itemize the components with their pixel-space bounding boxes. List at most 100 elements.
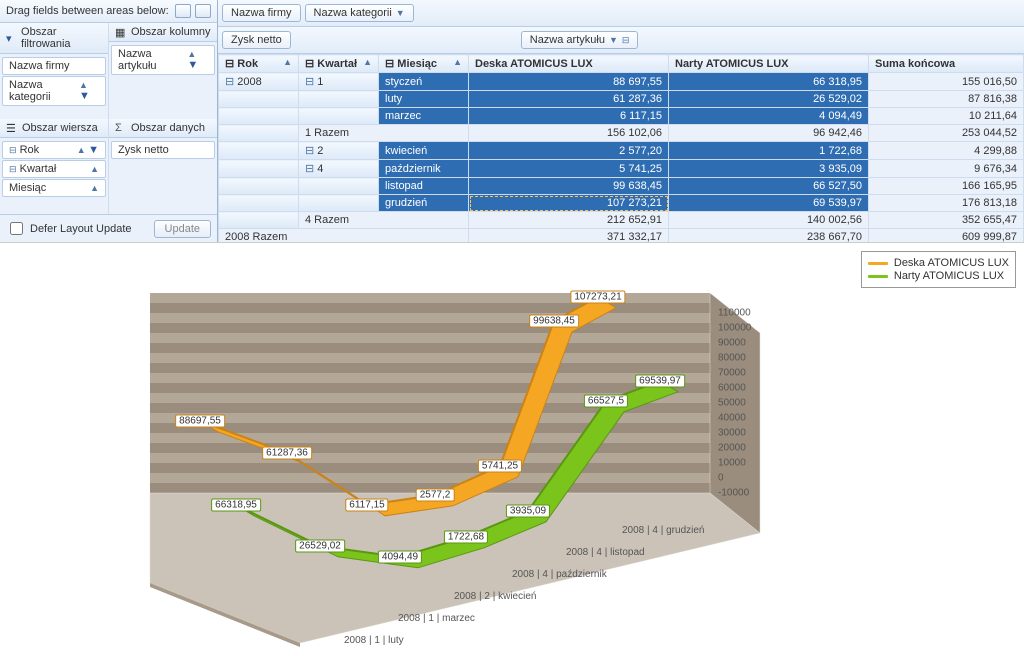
pivot-cell[interactable]: 61 287,36 [469, 91, 669, 108]
pivot-row[interactable]: 2008 Razem371 332,17238 667,70609 999,87 [219, 229, 1024, 243]
data-point-label: 26529,02 [295, 540, 345, 553]
pivot-grid[interactable]: ⊟ Rok ▲⊟ Kwartał ▲⊟ Miesiąc ▲Deska ATOMI… [218, 54, 1024, 242]
row-field-header[interactable]: ⊟ Miesiąc ▲ [379, 55, 469, 73]
data-area[interactable]: Σ Obszar danych Zysk netto [109, 119, 217, 215]
column-header[interactable]: Suma końcowa [869, 55, 1024, 73]
field-pill[interactable]: ⊟ Rok▲ ▼ [2, 141, 106, 159]
pivot-row[interactable]: listopad99 638,4566 527,50166 165,95 [219, 178, 1024, 195]
pivot-cell[interactable]: 66 527,50 [669, 178, 869, 195]
data-area-title: Obszar danych [131, 122, 205, 134]
y-tick: 100000 [718, 323, 751, 334]
pivot-row[interactable]: luty61 287,3626 529,0287 816,38 [219, 91, 1024, 108]
column-header[interactable]: Narty ATOMICUS LUX [669, 55, 869, 73]
pivot-cell[interactable]: 155 016,50 [869, 73, 1024, 91]
layout-stacked-icon[interactable] [175, 4, 191, 18]
columns-area-title: Obszar kolumny [131, 26, 210, 38]
columns-icon: ▦ [115, 26, 127, 38]
column-chip[interactable]: Nazwa artykułu ▼ ⊟ [521, 31, 639, 49]
pivot-cell[interactable]: 238 667,70 [669, 229, 869, 243]
update-button[interactable]: Update [154, 220, 211, 238]
pivot-cell[interactable]: 87 816,38 [869, 91, 1024, 108]
row-field-header[interactable]: ⊟ Kwartał ▲ [299, 55, 379, 73]
field-pill[interactable]: Nazwa artykułu▲ ▼ [111, 45, 215, 75]
pivot-cell[interactable]: 4 094,49 [669, 108, 869, 125]
pivot-cell[interactable]: 4 299,88 [869, 142, 1024, 160]
pivot-cell[interactable]: 99 638,45 [469, 178, 669, 195]
sort-icon: ▲ [90, 183, 99, 193]
field-pill[interactable]: Nazwa kategorii▲ ▼ [2, 76, 106, 106]
filter-bar: Nazwa firmy Nazwa kategorii ▼ [218, 0, 1024, 27]
defer-checkbox-label[interactable]: Defer Layout Update [6, 219, 132, 238]
sidebar-header: Drag fields between areas below: [0, 0, 217, 23]
pivot-row[interactable]: ⊟4październik5 741,253 935,099 676,34 [219, 160, 1024, 178]
filter-icon: ▼ [396, 8, 405, 18]
pivot-cell[interactable]: 609 999,87 [869, 229, 1024, 243]
pivot-row[interactable]: marzec6 117,154 094,4910 211,64 [219, 108, 1024, 125]
field-pill[interactable]: Nazwa firmy [2, 57, 106, 75]
pivot-cell[interactable]: 352 655,47 [869, 212, 1024, 229]
data-point-label: 5741,25 [478, 460, 522, 473]
chip-label: Nazwa kategorii [314, 7, 392, 19]
pivot-cell[interactable]: 3 935,09 [669, 160, 869, 178]
data-chip[interactable]: Zysk netto [222, 31, 291, 49]
pivot-cell[interactable]: 156 102,06 [469, 125, 669, 142]
pivot-cell[interactable]: 9 676,34 [869, 160, 1024, 178]
sort-icon: ▲ ▼ [187, 49, 208, 71]
pivot-cell[interactable]: 212 652,91 [469, 212, 669, 229]
pivot-cell[interactable]: 96 942,46 [669, 125, 869, 142]
pivot-cell[interactable]: 88 697,55 [469, 73, 669, 91]
filter-chip[interactable]: Nazwa kategorii ▼ [305, 4, 414, 22]
pivot-cell[interactable]: 371 332,17 [469, 229, 669, 243]
rows-area[interactable]: ☰Obszar wiersza ⊟ Rok▲ ▼⊟ Kwartał▲Miesią… [0, 119, 109, 215]
sigma-icon: Σ [115, 122, 127, 134]
pivot-cell[interactable]: 2 577,20 [469, 142, 669, 160]
layout-grid-icon[interactable] [195, 4, 211, 18]
data-point-label: 88697,55 [175, 415, 225, 428]
pivot-cell[interactable]: 6 117,15 [469, 108, 669, 125]
y-tick: 110000 [718, 308, 751, 319]
field-pill[interactable]: ⊟ Kwartał▲ [2, 160, 106, 178]
pivot-row[interactable]: 4 Razem212 652,91140 002,56352 655,47 [219, 212, 1024, 229]
pivot-row[interactable]: ⊟2kwiecień2 577,201 722,684 299,88 [219, 142, 1024, 160]
x-category-label: 2008 | 4 | listopad [566, 547, 645, 558]
pivot-cell[interactable]: 176 813,18 [869, 195, 1024, 212]
columns-area[interactable]: ▦ Obszar kolumny Nazwa artykułu▲ ▼ [109, 23, 217, 119]
pivot-cell[interactable]: 10 211,64 [869, 108, 1024, 125]
pivot-cell[interactable]: 26 529,02 [669, 91, 869, 108]
chart-area: Deska ATOMICUS LUXNarty ATOMICUS LUX 110… [0, 243, 1024, 656]
pivot-cell[interactable]: 140 002,56 [669, 212, 869, 229]
y-tick: 10000 [718, 458, 746, 469]
filter-area[interactable]: ▾Obszar filtrowania Nazwa firmyNazwa kat… [0, 23, 109, 119]
expand-icon: ⊟ [9, 164, 17, 174]
data-point-label: 3935,09 [506, 505, 550, 518]
pivot-cell[interactable]: 1 722,68 [669, 142, 869, 160]
pivot-cell[interactable]: 66 318,95 [669, 73, 869, 91]
y-tick: 60000 [718, 383, 746, 394]
data-chip-label: Zysk netto [231, 34, 282, 46]
top-pane: Drag fields between areas below: ▾Obszar… [0, 0, 1024, 243]
data-point-label: 2577,2 [416, 489, 455, 502]
defer-text: Defer Layout Update [30, 223, 132, 235]
defer-checkbox[interactable] [10, 222, 23, 235]
field-pill[interactable]: Miesiąc▲ [2, 179, 106, 197]
column-chip-label: Nazwa artykułu [530, 34, 605, 46]
x-category-label: 2008 | 1 | marzec [398, 613, 475, 624]
chip-label: Nazwa firmy [231, 7, 292, 19]
pivot-cell[interactable]: 253 044,52 [869, 125, 1024, 142]
filter-chip[interactable]: Nazwa firmy [222, 4, 301, 22]
column-header[interactable]: Deska ATOMICUS LUX [469, 55, 669, 73]
pivot-panel: Nazwa firmy Nazwa kategorii ▼ Zysk netto N… [218, 0, 1024, 242]
row-field-header[interactable]: ⊟ Rok ▲ [219, 55, 299, 73]
field-label: ⊟ Rok [9, 144, 39, 156]
pivot-row[interactable]: 1 Razem156 102,0696 942,46253 044,52 [219, 125, 1024, 142]
pivot-cell[interactable]: 107 273,21 [469, 195, 669, 212]
second-bar: Zysk netto Nazwa artykułu ▼ ⊟ [218, 27, 1024, 54]
pivot-cell[interactable]: 166 165,95 [869, 178, 1024, 195]
pivot-row[interactable]: grudzień107 273,2169 539,97176 813,18 [219, 195, 1024, 212]
pivot-cell[interactable]: 69 539,97 [669, 195, 869, 212]
layout-icons [175, 4, 211, 18]
pivot-row[interactable]: ⊟2008⊟1styczeń88 697,5566 318,95155 016,… [219, 73, 1024, 91]
pivot-cell[interactable]: 5 741,25 [469, 160, 669, 178]
field-pill[interactable]: Zysk netto [111, 141, 215, 159]
y-tick: 0 [718, 473, 724, 484]
